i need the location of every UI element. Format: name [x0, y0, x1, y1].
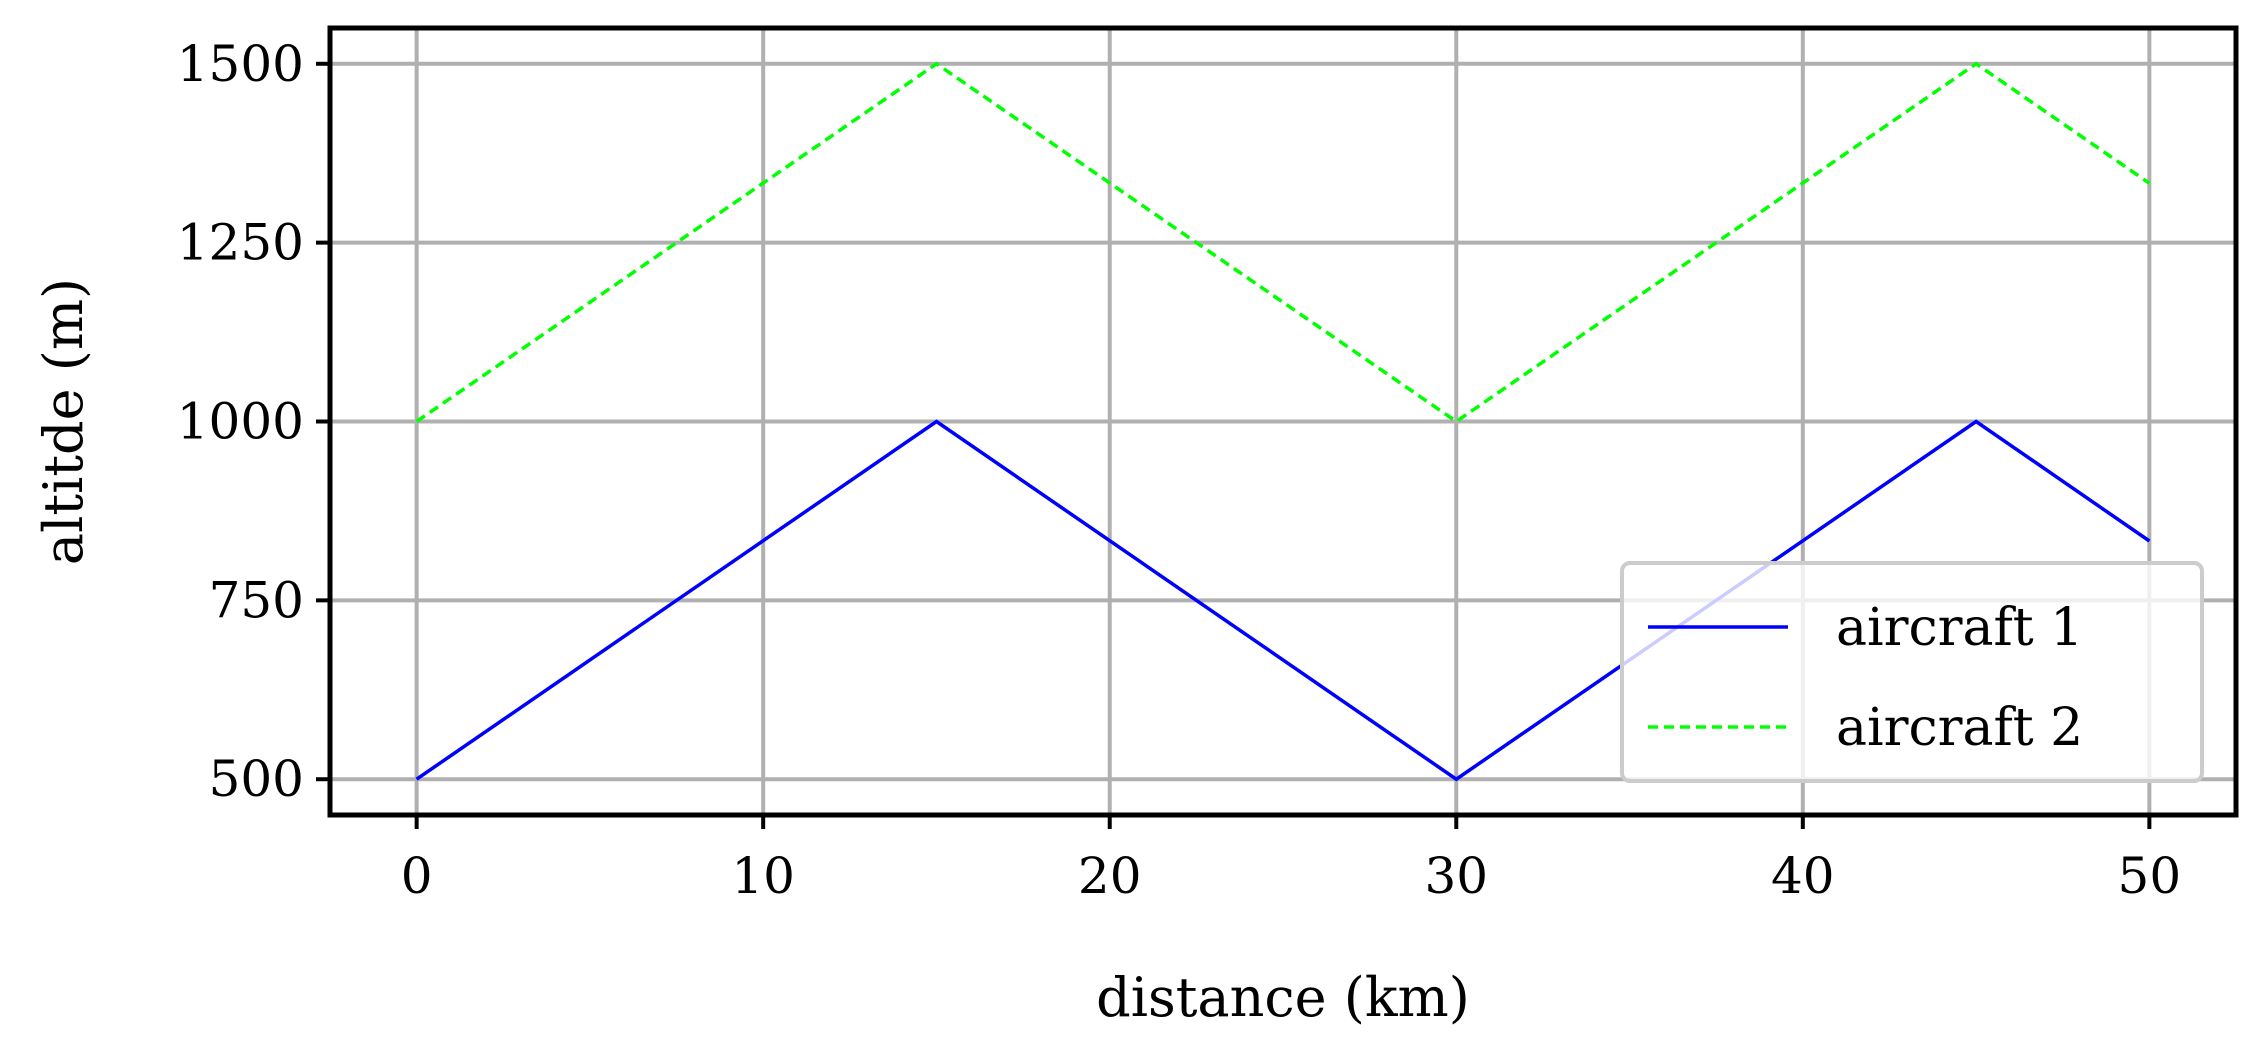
legend-label-1: aircraft 1	[1836, 598, 2083, 658]
x-axis-label: distance (km)	[1096, 966, 1470, 1029]
x-tick-label-1: 10	[731, 847, 795, 905]
x-tick-label-2: 20	[1078, 847, 1142, 905]
y-axis-label: altitde (m)	[32, 278, 95, 565]
legend-items: aircraft 1 aircraft 2	[1648, 598, 2083, 758]
series-line-2	[415, 61, 2151, 424]
legend: aircraft 1 aircraft 2	[1620, 561, 2204, 783]
legend-label-2: aircraft 2	[1836, 698, 2083, 758]
grid	[330, 28, 2236, 815]
y-tick-label-0: 500	[209, 750, 304, 808]
y-tick-label-3: 1250	[177, 214, 304, 272]
x-tick-label-4: 40	[1771, 847, 1835, 905]
x-tick-label-3: 30	[1424, 847, 1488, 905]
x-tick-label-5: 50	[2118, 847, 2182, 905]
y-tick-label-1: 750	[209, 571, 304, 629]
x-tick-label-0: 0	[401, 847, 433, 905]
series-line-1	[415, 419, 2151, 782]
axis-ticks: 0 10 20 30 40 50 500 750 1000 1250 1500	[177, 35, 2181, 905]
series-lines	[415, 61, 2151, 782]
y-tick-label-2: 1000	[177, 393, 304, 451]
y-tick-label-4: 1500	[177, 35, 304, 93]
